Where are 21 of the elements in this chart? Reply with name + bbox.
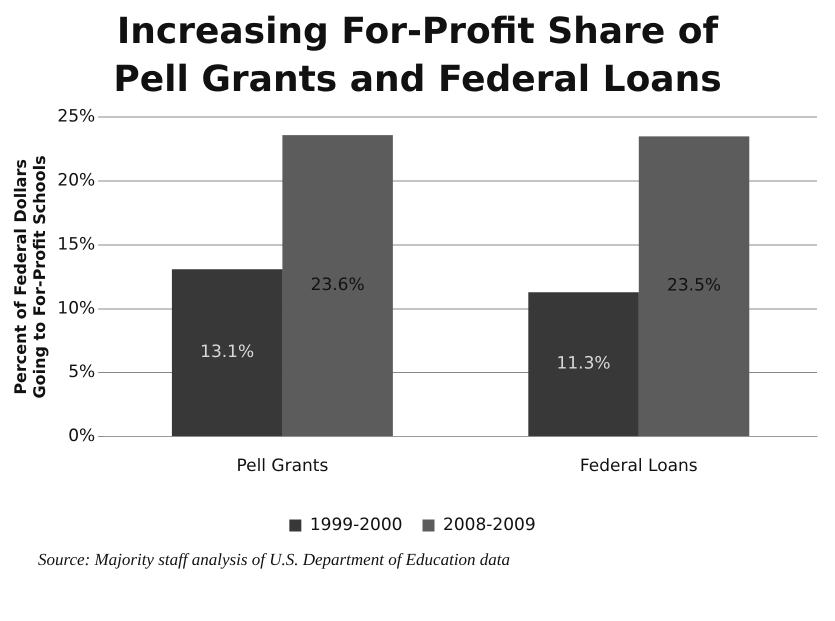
bar xyxy=(528,292,639,436)
y-tick-label: 15% xyxy=(57,234,96,254)
legend-label: 1999-2000 xyxy=(310,514,403,535)
y-tick-label: 10% xyxy=(57,298,96,318)
legend-label: 2008-2009 xyxy=(443,514,536,535)
y-tick-label: 25% xyxy=(57,106,96,127)
x-tick-label: Pell Grants xyxy=(236,456,328,476)
bar xyxy=(638,136,750,436)
y-tick-label: 0% xyxy=(68,426,96,446)
data-label: 11.3% xyxy=(556,354,611,374)
x-tick-label: Federal Loans xyxy=(580,456,698,476)
source-note: Source: Majority staff analysis of U.S. Department of Education data xyxy=(38,550,512,570)
data-label: 13.1% xyxy=(200,342,254,362)
data-label: 23.5% xyxy=(667,276,722,296)
bar xyxy=(172,269,282,436)
y-tick-label: 20% xyxy=(57,170,96,190)
data-label: 23.6% xyxy=(310,275,365,296)
bar xyxy=(282,135,393,436)
y-axis-title: Percent of Federal Dollars Going to For-Profit Schools xyxy=(10,155,49,398)
y-tick-label: 5% xyxy=(68,362,96,382)
chart-title: Increasing For-Profit Share of Pell Grants and Federal Loans xyxy=(112,10,723,102)
